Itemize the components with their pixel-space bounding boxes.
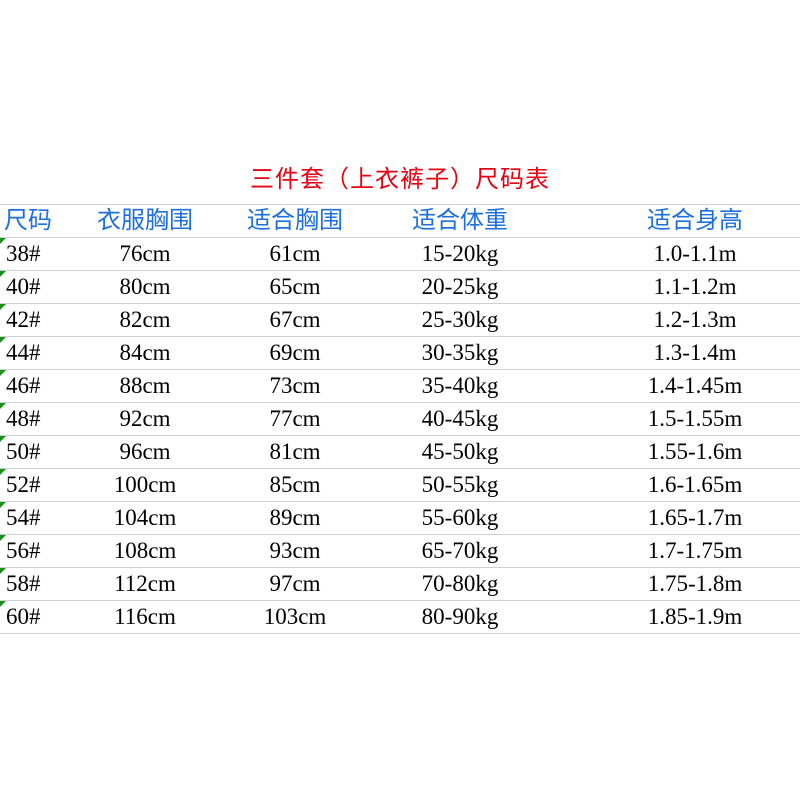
- cell-chest: 82cm: [70, 304, 220, 337]
- table-row: 50#96cm81cm45-50kg 1.55-1.6m: [0, 436, 800, 469]
- cell-fit-chest: 67cm: [220, 304, 370, 337]
- header-cell: 适合胸围: [220, 205, 370, 238]
- table-header-row: 尺码衣服胸围适合胸围适合体重 适合身高: [0, 205, 800, 238]
- cell-fit-chest: 93cm: [220, 535, 370, 568]
- cell-fit-chest: 69cm: [220, 337, 370, 370]
- cell-weight: 35-40kg: [370, 370, 550, 403]
- cell-chest: 116cm: [70, 601, 220, 634]
- cell-spacer: [550, 469, 590, 502]
- cell-spacer: [550, 337, 590, 370]
- header-cell: 衣服胸围: [70, 205, 220, 238]
- cell-weight: 65-70kg: [370, 535, 550, 568]
- cell-size: 56#: [0, 535, 70, 568]
- cell-size: 60#: [0, 601, 70, 634]
- cell-fit-chest: 73cm: [220, 370, 370, 403]
- cell-chest: 80cm: [70, 271, 220, 304]
- size-table: 尺码衣服胸围适合胸围适合体重 适合身高 38#76cm61cm15-20kg 1.0-…: [0, 205, 800, 634]
- cell-spacer: [550, 436, 590, 469]
- table-row: 58#112cm97cm70-80kg 1.75-1.8m: [0, 568, 800, 601]
- cell-height: 1.6-1.65m: [590, 469, 800, 502]
- header-cell: 尺码: [0, 205, 70, 238]
- cell-chest: 88cm: [70, 370, 220, 403]
- table-row: 54#104cm89cm55-60kg 1.65-1.7m: [0, 502, 800, 535]
- cell-size: 38#: [0, 238, 70, 271]
- cell-fit-chest: 81cm: [220, 436, 370, 469]
- cell-spacer: [550, 502, 590, 535]
- cell-weight: 55-60kg: [370, 502, 550, 535]
- cell-spacer: [550, 535, 590, 568]
- cell-fit-chest: 103cm: [220, 601, 370, 634]
- cell-height: 1.0-1.1m: [590, 238, 800, 271]
- cell-size: 58#: [0, 568, 70, 601]
- cell-chest: 96cm: [70, 436, 220, 469]
- cell-chest: 76cm: [70, 238, 220, 271]
- cell-spacer: [550, 568, 590, 601]
- header-spacer: [550, 205, 590, 238]
- cell-weight: 80-90kg: [370, 601, 550, 634]
- cell-chest: 108cm: [70, 535, 220, 568]
- size-chart-sheet: 三件套（上衣裤子）尺码表 尺码衣服胸围适合胸围适合体重适合身高38#76cm61…: [0, 158, 800, 634]
- cell-size: 42#: [0, 304, 70, 337]
- cell-weight: 20-25kg: [370, 271, 550, 304]
- cell-fit-chest: 61cm: [220, 238, 370, 271]
- cell-weight: 40-45kg: [370, 403, 550, 436]
- cell-chest: 112cm: [70, 568, 220, 601]
- cell-weight: 70-80kg: [370, 568, 550, 601]
- cell-weight: 15-20kg: [370, 238, 550, 271]
- cell-weight: 25-30kg: [370, 304, 550, 337]
- header-cell: 适合体重: [370, 205, 550, 238]
- cell-chest: 100cm: [70, 469, 220, 502]
- cell-height: 1.7-1.75m: [590, 535, 800, 568]
- table-row: 52#100cm85cm50-55kg 1.6-1.65m: [0, 469, 800, 502]
- cell-weight: 50-55kg: [370, 469, 550, 502]
- cell-size: 54#: [0, 502, 70, 535]
- cell-height: 1.65-1.7m: [590, 502, 800, 535]
- cell-fit-chest: 85cm: [220, 469, 370, 502]
- table-row: 42#82cm67cm25-30kg 1.2-1.3m: [0, 304, 800, 337]
- cell-chest: 84cm: [70, 337, 220, 370]
- cell-height: 1.4-1.45m: [590, 370, 800, 403]
- cell-spacer: [550, 370, 590, 403]
- cell-height: 1.75-1.8m: [590, 568, 800, 601]
- table-row: 44#84cm69cm30-35kg 1.3-1.4m: [0, 337, 800, 370]
- table-row: 38#76cm61cm15-20kg 1.0-1.1m: [0, 238, 800, 271]
- cell-height: 1.1-1.2m: [590, 271, 800, 304]
- cell-size: 44#: [0, 337, 70, 370]
- cell-spacer: [550, 238, 590, 271]
- cell-fit-chest: 77cm: [220, 403, 370, 436]
- cell-spacer: [550, 304, 590, 337]
- cell-height: 1.85-1.9m: [590, 601, 800, 634]
- cell-height: 1.5-1.55m: [590, 403, 800, 436]
- table-row: 60#116cm103cm80-90kg 1.85-1.9m: [0, 601, 800, 634]
- table-row: 48#92cm77cm40-45kg 1.5-1.55m: [0, 403, 800, 436]
- cell-weight: 30-35kg: [370, 337, 550, 370]
- cell-chest: 104cm: [70, 502, 220, 535]
- cell-fit-chest: 65cm: [220, 271, 370, 304]
- cell-size: 40#: [0, 271, 70, 304]
- cell-size: 52#: [0, 469, 70, 502]
- table-row: 40#80cm65cm20-25kg 1.1-1.2m: [0, 271, 800, 304]
- cell-fit-chest: 97cm: [220, 568, 370, 601]
- cell-height: 1.55-1.6m: [590, 436, 800, 469]
- cell-weight: 45-50kg: [370, 436, 550, 469]
- cell-size: 46#: [0, 370, 70, 403]
- table-row: 46#88cm73cm35-40kg 1.4-1.45m: [0, 370, 800, 403]
- cell-spacer: [550, 403, 590, 436]
- cell-size: 48#: [0, 403, 70, 436]
- table-title: 三件套（上衣裤子）尺码表: [0, 158, 800, 205]
- cell-height: 1.3-1.4m: [590, 337, 800, 370]
- header-cell: 适合身高: [590, 205, 800, 238]
- cell-chest: 92cm: [70, 403, 220, 436]
- cell-height: 1.2-1.3m: [590, 304, 800, 337]
- cell-spacer: [550, 601, 590, 634]
- cell-spacer: [550, 271, 590, 304]
- table-row: 56#108cm93cm65-70kg 1.7-1.75m: [0, 535, 800, 568]
- cell-size: 50#: [0, 436, 70, 469]
- cell-fit-chest: 89cm: [220, 502, 370, 535]
